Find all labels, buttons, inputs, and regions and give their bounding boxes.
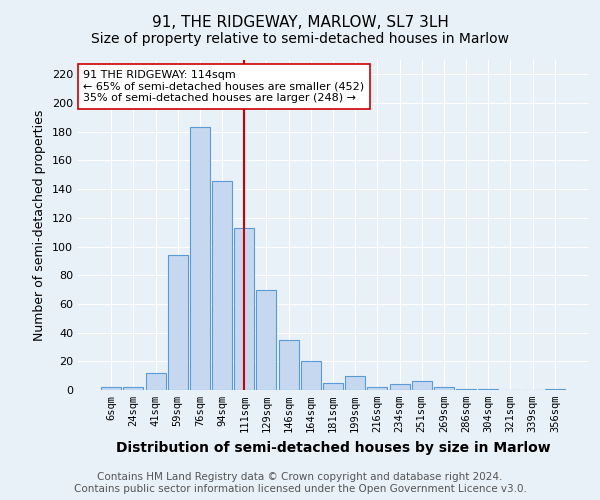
Bar [234, 228, 254, 390]
Bar [389, 384, 410, 390]
Bar [301, 362, 321, 390]
Bar [478, 388, 498, 390]
Bar [323, 383, 343, 390]
Text: Contains HM Land Registry data © Crown copyright and database right 2024.
Contai: Contains HM Land Registry data © Crown c… [74, 472, 526, 494]
Bar [545, 388, 565, 390]
Y-axis label: Number of semi-detached properties: Number of semi-detached properties [34, 110, 46, 340]
Bar [190, 128, 210, 390]
Bar [434, 387, 454, 390]
Bar [101, 387, 121, 390]
Bar [278, 340, 299, 390]
Bar [456, 388, 476, 390]
Bar [256, 290, 277, 390]
Bar [124, 387, 143, 390]
Bar [412, 382, 432, 390]
Bar [345, 376, 365, 390]
X-axis label: Distribution of semi-detached houses by size in Marlow: Distribution of semi-detached houses by … [116, 440, 550, 454]
Bar [146, 373, 166, 390]
Bar [168, 255, 188, 390]
Bar [212, 180, 232, 390]
Bar [367, 387, 388, 390]
Text: 91 THE RIDGEWAY: 114sqm
← 65% of semi-detached houses are smaller (452)
35% of s: 91 THE RIDGEWAY: 114sqm ← 65% of semi-de… [83, 70, 364, 103]
Text: 91, THE RIDGEWAY, MARLOW, SL7 3LH: 91, THE RIDGEWAY, MARLOW, SL7 3LH [152, 15, 448, 30]
Text: Size of property relative to semi-detached houses in Marlow: Size of property relative to semi-detach… [91, 32, 509, 46]
